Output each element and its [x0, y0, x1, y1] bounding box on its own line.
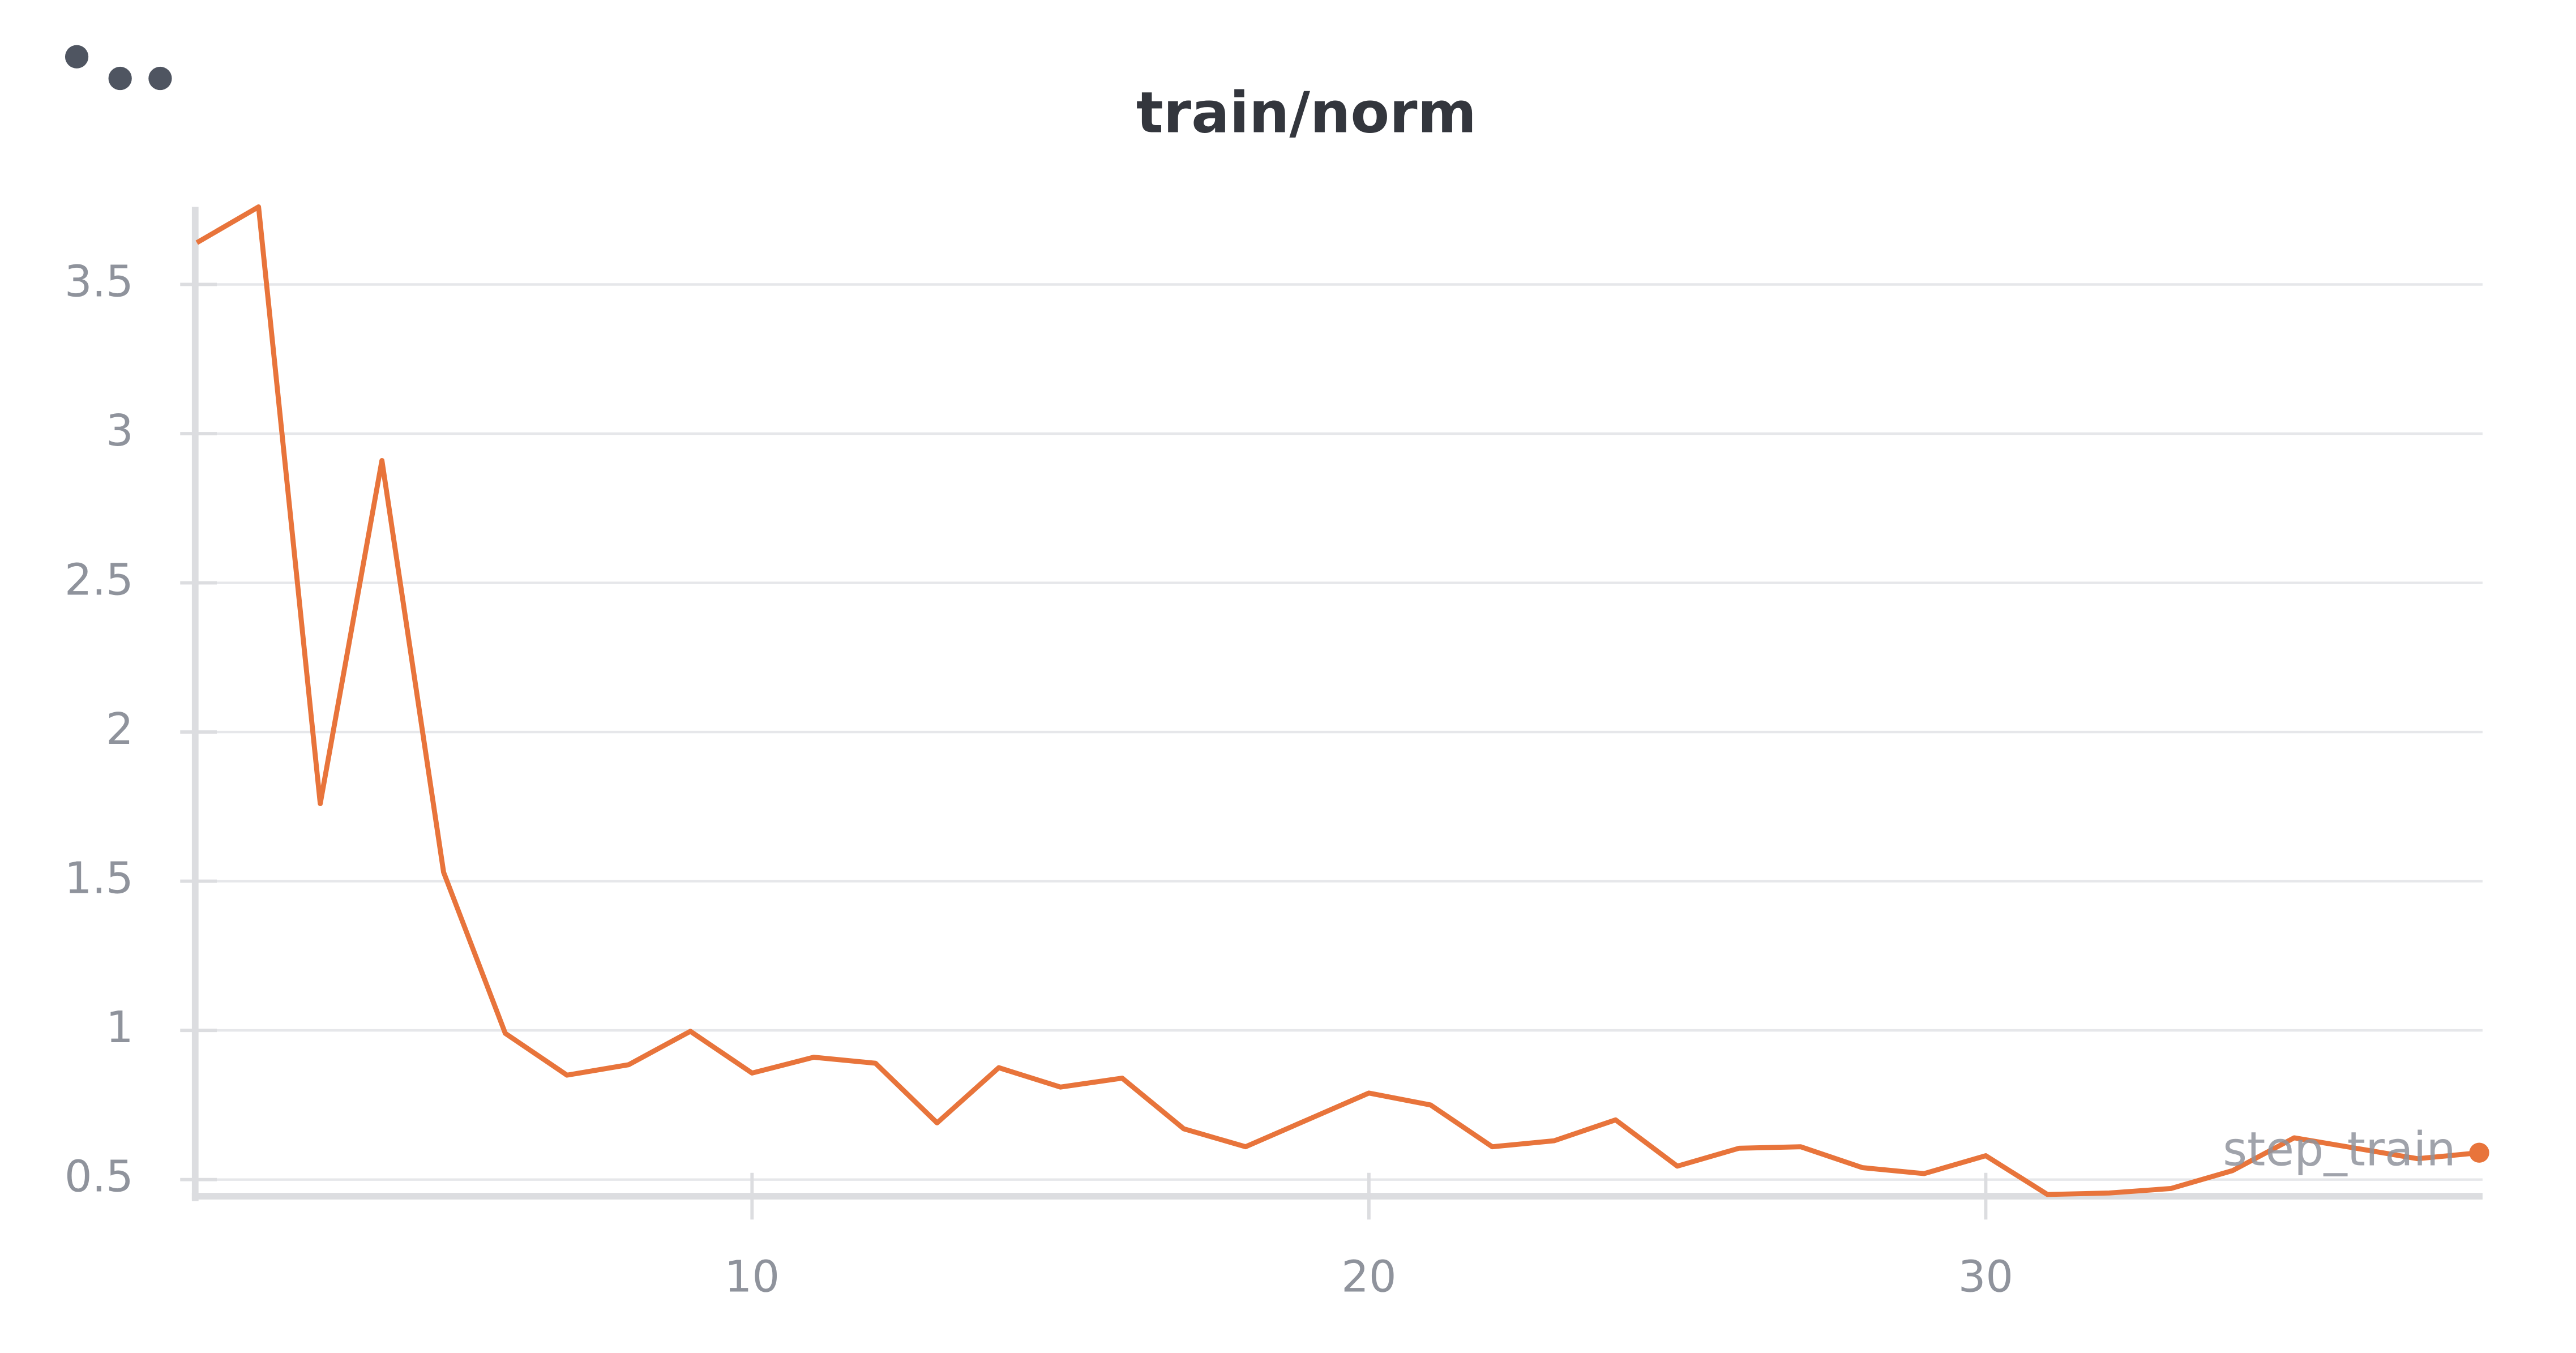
chart-title: train/norm: [1136, 80, 1477, 146]
y-tick-label: 3: [106, 406, 134, 456]
y-tick-label: 1: [106, 1003, 134, 1053]
x-tick-label: 20: [1341, 1252, 1396, 1302]
y-tick-label: 2: [106, 704, 134, 755]
menu-icon[interactable]: [65, 45, 172, 91]
y-tick-label: 0.5: [65, 1152, 134, 1202]
end-marker: [2469, 1142, 2489, 1163]
x-tick-label: 30: [1958, 1252, 2013, 1302]
x-tick-label: 10: [725, 1252, 780, 1302]
y-tick-label: 2.5: [65, 555, 134, 606]
y-tick-label: 1.5: [65, 854, 134, 904]
y-tick-label: 3.5: [65, 256, 134, 307]
series-label: step_train: [2223, 1123, 2456, 1177]
line: [195, 204, 2480, 1197]
